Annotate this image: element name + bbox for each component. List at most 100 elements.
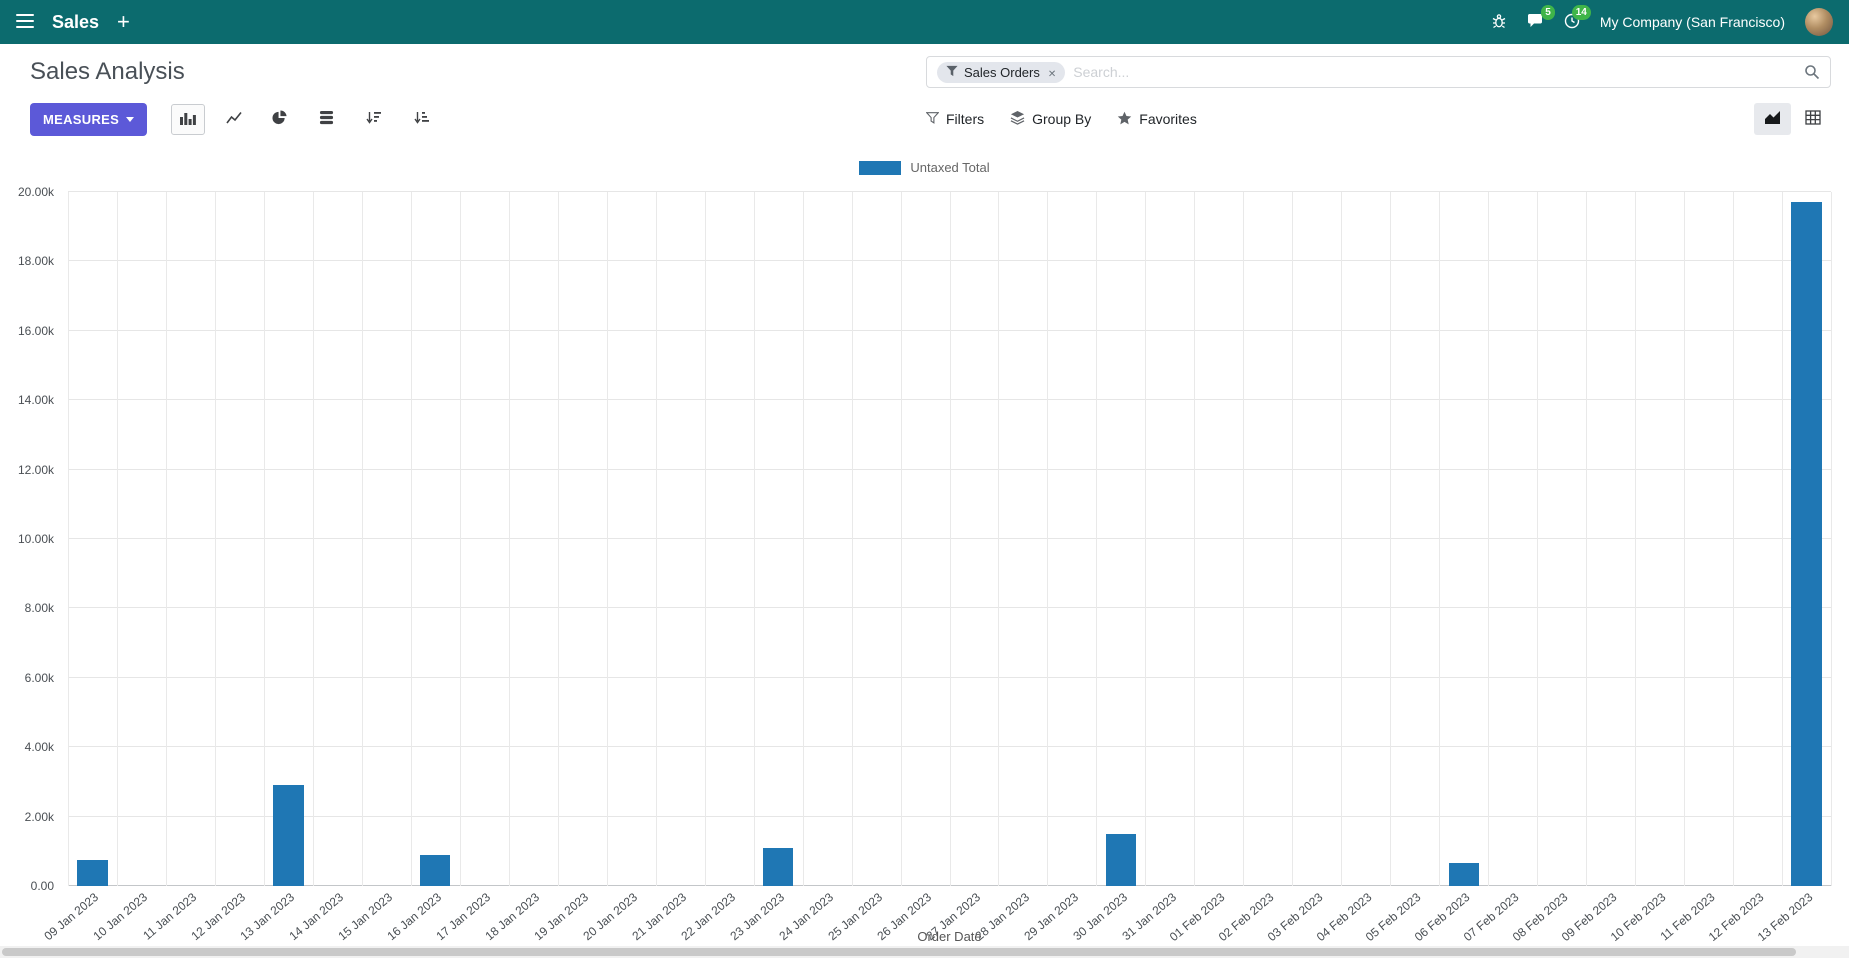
apps-menu-button[interactable]	[16, 13, 34, 31]
favorites-button[interactable]: Favorites	[1117, 111, 1197, 128]
facet-remove-icon[interactable]: ✕	[1047, 68, 1057, 80]
chart-area: Untaxed Total 0.00 2.00k 4.00k 6.00k 8.00k 10…	[0, 148, 1849, 946]
gridline-vertical	[606, 192, 608, 886]
sort-ascending-icon	[414, 111, 430, 128]
chart-plot	[68, 191, 1832, 886]
y-axis-labels: 0.00 2.00k 4.00k 6.00k 8.00k 10.00k 12.00k 14.0…	[0, 185, 62, 893]
favorites-button-label: Favorites	[1139, 111, 1197, 127]
app-name[interactable]: Sales	[52, 11, 100, 32]
legend-label: Untaxed Total	[910, 160, 990, 175]
messages-button[interactable]: 5	[1527, 4, 1555, 32]
gridline-vertical	[851, 192, 853, 886]
chat-icon	[1527, 13, 1544, 32]
gridline-vertical	[1096, 192, 1098, 886]
gridline-vertical	[68, 192, 69, 886]
bar-13-feb-2023[interactable]	[1791, 202, 1822, 886]
layers-icon	[1010, 110, 1025, 128]
star-icon	[1117, 111, 1132, 128]
bar-09-jan-2023[interactable]	[77, 859, 108, 886]
gridline-vertical	[1439, 192, 1441, 886]
group-by-button[interactable]: Group By	[1010, 110, 1091, 128]
gridline-vertical	[1733, 192, 1735, 886]
bar-chart-icon	[180, 111, 196, 128]
gridline-vertical	[1488, 192, 1490, 886]
measures-button-label: MEASURES	[43, 111, 120, 127]
graph-view-button[interactable]	[1754, 103, 1791, 135]
bar-23-jan-2023[interactable]	[762, 847, 794, 886]
control-panel: Sales Analysis Sales Orders ✕ MEASURES	[0, 44, 1849, 148]
pivot-view-icon	[1805, 110, 1821, 128]
legend-swatch	[859, 160, 902, 175]
y-axis-tick-label: 6.00k	[24, 670, 54, 685]
y-axis-tick-label: 0.00	[30, 879, 54, 893]
gridline-vertical	[1341, 192, 1343, 886]
x-axis-title: Order Date	[917, 929, 982, 944]
gridline-vertical	[410, 192, 412, 886]
gridline-vertical	[949, 192, 951, 886]
gridline-vertical	[1635, 192, 1637, 886]
search-icon[interactable]	[1804, 64, 1820, 80]
gridline-vertical	[753, 192, 755, 886]
bar-chart-button[interactable]	[171, 103, 206, 135]
search-facet-label: Sales Orders	[964, 64, 1040, 80]
y-axis-tick-label: 20.00k	[17, 185, 54, 199]
search-bar[interactable]: Sales Orders ✕	[926, 56, 1831, 88]
gridline-vertical	[655, 192, 657, 886]
gridline-vertical	[263, 192, 265, 886]
gridline-vertical	[802, 192, 804, 886]
new-window-button[interactable]: +	[117, 9, 130, 34]
horizontal-scrollbar[interactable]	[0, 946, 1849, 958]
gridline-vertical	[1292, 192, 1294, 886]
sort-descending-button[interactable]	[357, 104, 391, 135]
line-chart-icon	[226, 111, 242, 128]
gridline-vertical	[459, 192, 461, 886]
gridline-vertical	[1390, 192, 1392, 886]
gridline-vertical	[1586, 192, 1588, 886]
graph-view-icon	[1764, 110, 1781, 128]
pivot-view-button[interactable]	[1795, 103, 1831, 135]
gridline-vertical	[116, 192, 118, 886]
bar-13-jan-2023[interactable]	[273, 785, 304, 886]
filters-button[interactable]: Filters	[925, 111, 985, 127]
chevron-down-icon	[126, 116, 135, 122]
line-chart-button[interactable]	[217, 104, 251, 135]
activities-button[interactable]: 14	[1564, 4, 1591, 32]
bar-16-jan-2023[interactable]	[420, 854, 451, 886]
search-facet-sales-orders[interactable]: Sales Orders ✕	[937, 61, 1066, 83]
bar-06-feb-2023[interactable]	[1448, 863, 1479, 886]
gridline-vertical	[900, 192, 902, 886]
gridline-vertical	[1537, 192, 1539, 886]
sort-ascending-button[interactable]	[405, 104, 439, 135]
bar-30-jan-2023[interactable]	[1105, 833, 1137, 886]
horizontal-scrollbar-thumb[interactable]	[2, 948, 1796, 956]
gridline-vertical	[704, 192, 706, 886]
top-navbar: Sales + 5 14 My Company (San Francisco)	[0, 0, 1849, 44]
pie-chart-button[interactable]	[263, 103, 296, 135]
gridline-vertical	[214, 192, 216, 886]
page-title: Sales Analysis	[30, 58, 185, 85]
activities-count-badge: 14	[1571, 4, 1591, 20]
search-input[interactable]	[1073, 64, 1796, 80]
gridline-vertical	[1684, 192, 1686, 886]
gridline-vertical	[312, 192, 314, 886]
sort-descending-icon	[366, 111, 382, 128]
stacked-toggle-button[interactable]	[310, 103, 343, 135]
filters-button-label: Filters	[946, 111, 985, 127]
gridline-vertical	[1047, 192, 1049, 886]
user-avatar[interactable]	[1805, 8, 1833, 36]
y-axis-tick-label: 14.00k	[17, 393, 54, 408]
measures-button[interactable]: MEASURES	[30, 102, 148, 136]
gridline-vertical	[361, 192, 363, 886]
chart-legend[interactable]: Untaxed Total	[0, 160, 1849, 175]
gridline-vertical	[557, 192, 559, 886]
stacked-icon	[319, 110, 334, 128]
gridline-vertical	[1782, 192, 1784, 886]
filter-icon	[946, 65, 958, 80]
y-axis-tick-label: 10.00k	[17, 532, 54, 546]
gridline-horizontal	[68, 191, 1831, 192]
y-axis-tick-label: 16.00k	[17, 323, 54, 338]
pie-chart-icon	[272, 110, 287, 128]
gridline-vertical	[998, 192, 1000, 886]
company-switcher[interactable]: My Company (San Francisco)	[1599, 14, 1785, 30]
debug-button[interactable]	[1491, 13, 1507, 32]
